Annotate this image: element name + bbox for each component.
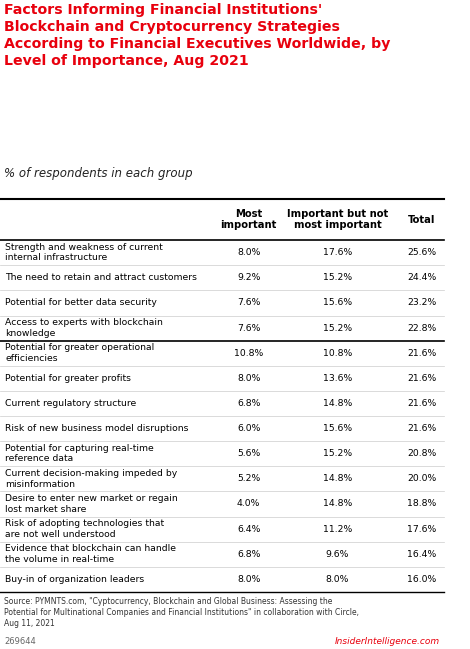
Text: 7.6%: 7.6%	[237, 324, 260, 332]
Text: % of respondents in each group: % of respondents in each group	[4, 167, 193, 180]
Text: Total: Total	[408, 215, 436, 225]
Text: Desire to enter new market or regain
lost market share: Desire to enter new market or regain los…	[5, 495, 178, 513]
Text: Risk of adopting technologies that
are not well understood: Risk of adopting technologies that are n…	[5, 519, 164, 539]
Text: 16.0%: 16.0%	[407, 575, 437, 584]
Text: 5.6%: 5.6%	[237, 449, 260, 458]
Text: 21.6%: 21.6%	[407, 399, 437, 408]
Text: 5.2%: 5.2%	[237, 474, 260, 484]
Text: 14.8%: 14.8%	[323, 474, 352, 484]
Text: 20.0%: 20.0%	[407, 474, 437, 484]
Text: 8.0%: 8.0%	[326, 575, 349, 584]
Text: 22.8%: 22.8%	[407, 324, 437, 332]
Text: Important but not
most important: Important but not most important	[287, 209, 388, 230]
Text: 21.6%: 21.6%	[407, 374, 437, 383]
Text: 6.4%: 6.4%	[237, 524, 260, 533]
Text: Current decision-making impeded by
misinformation: Current decision-making impeded by misin…	[5, 469, 178, 489]
Text: Potential for greater operational
efficiencies: Potential for greater operational effici…	[5, 343, 155, 363]
Text: 8.0%: 8.0%	[237, 575, 260, 584]
Text: 13.6%: 13.6%	[323, 374, 352, 383]
Text: 7.6%: 7.6%	[237, 299, 260, 308]
Text: 25.6%: 25.6%	[407, 248, 437, 257]
Text: 15.6%: 15.6%	[323, 299, 352, 308]
Text: 14.8%: 14.8%	[323, 500, 352, 508]
Text: Current regulatory structure: Current regulatory structure	[5, 399, 137, 408]
Text: Potential for greater profits: Potential for greater profits	[5, 374, 131, 383]
Text: 15.6%: 15.6%	[323, 424, 352, 433]
Text: Factors Informing Financial Institutions'
Blockchain and Cryptocurrency Strategi: Factors Informing Financial Institutions…	[4, 3, 391, 69]
Text: 21.6%: 21.6%	[407, 349, 437, 358]
Text: 16.4%: 16.4%	[407, 550, 437, 559]
Text: 14.8%: 14.8%	[323, 399, 352, 408]
Text: 6.8%: 6.8%	[237, 399, 260, 408]
Text: 15.2%: 15.2%	[323, 273, 352, 282]
Text: 11.2%: 11.2%	[323, 524, 352, 533]
Text: 6.0%: 6.0%	[237, 424, 260, 433]
Text: 23.2%: 23.2%	[407, 299, 437, 308]
Text: Source: PYMNTS.com, "Cyptocurrency, Blockchain and Global Business: Assessing th: Source: PYMNTS.com, "Cyptocurrency, Bloc…	[4, 597, 360, 628]
Text: 15.2%: 15.2%	[323, 449, 352, 458]
Text: 10.8%: 10.8%	[234, 349, 263, 358]
Text: Risk of new business model disruptions: Risk of new business model disruptions	[5, 424, 189, 433]
Text: 17.6%: 17.6%	[407, 524, 437, 533]
Text: 17.6%: 17.6%	[323, 248, 352, 257]
Text: Access to experts with blockchain
knowledge: Access to experts with blockchain knowle…	[5, 319, 163, 337]
Text: The need to retain and attract customers: The need to retain and attract customers	[5, 273, 197, 282]
Text: 8.0%: 8.0%	[237, 374, 260, 383]
Text: 6.8%: 6.8%	[237, 550, 260, 559]
Text: 21.6%: 21.6%	[407, 424, 437, 433]
Text: Most
important: Most important	[220, 209, 277, 230]
Text: Buy-in of organization leaders: Buy-in of organization leaders	[5, 575, 145, 584]
Text: 18.8%: 18.8%	[407, 500, 437, 508]
Text: 4.0%: 4.0%	[237, 500, 260, 508]
Text: Evidence that blockchain can handle
the volume in real-time: Evidence that blockchain can handle the …	[5, 545, 176, 564]
Text: 269644: 269644	[4, 637, 36, 646]
Text: Strength and weakness of current
internal infrastructure: Strength and weakness of current interna…	[5, 243, 163, 262]
Text: 8.0%: 8.0%	[237, 248, 260, 257]
Text: Potential for better data security: Potential for better data security	[5, 299, 157, 308]
Text: 10.8%: 10.8%	[323, 349, 352, 358]
Text: 15.2%: 15.2%	[323, 324, 352, 332]
Text: 9.2%: 9.2%	[237, 273, 260, 282]
Text: 9.6%: 9.6%	[326, 550, 349, 559]
Text: Potential for capturing real-time
reference data: Potential for capturing real-time refere…	[5, 444, 154, 463]
Text: InsiderIntelligence.com: InsiderIntelligence.com	[335, 637, 439, 646]
Text: 24.4%: 24.4%	[407, 273, 437, 282]
Text: 20.8%: 20.8%	[407, 449, 437, 458]
